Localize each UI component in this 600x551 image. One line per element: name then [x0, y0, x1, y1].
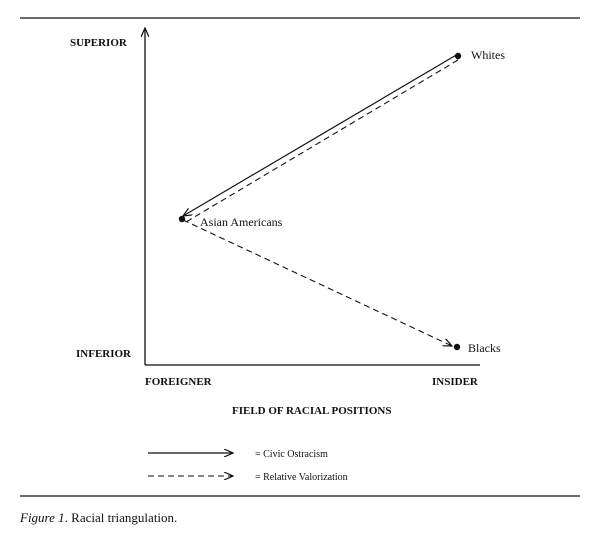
x-axis-left-label: FOREIGNER — [145, 376, 213, 388]
figure-caption-text: . Racial triangulation. — [64, 510, 178, 525]
relative-valorization-arrow — [182, 219, 452, 346]
figure-caption-label: Figure 1 — [20, 510, 65, 525]
asian-americans-label: Asian Americans — [200, 215, 283, 229]
legend-solid-label: = Civic Ostracism — [255, 449, 328, 460]
civic-ostracism-arrow — [183, 53, 459, 216]
x-axis-right-label: INSIDER — [432, 376, 479, 388]
y-axis-bottom-label: INFERIOR — [76, 348, 132, 360]
legend-dashed-label: = Relative Valorization — [255, 472, 348, 483]
blacks-node — [453, 343, 461, 351]
figure-caption: Figure 1. Racial triangulation. — [20, 510, 177, 526]
asian-americans-node — [178, 215, 186, 223]
x-axis-title: FIELD OF RACIAL POSITIONS — [232, 405, 391, 417]
whites-label: Whites — [471, 48, 505, 62]
blacks-label: Blacks — [468, 341, 501, 355]
whites-node — [454, 52, 462, 60]
whites-asian-dashed-line — [185, 59, 459, 223]
y-axis-top-label: SUPERIOR — [70, 37, 128, 49]
